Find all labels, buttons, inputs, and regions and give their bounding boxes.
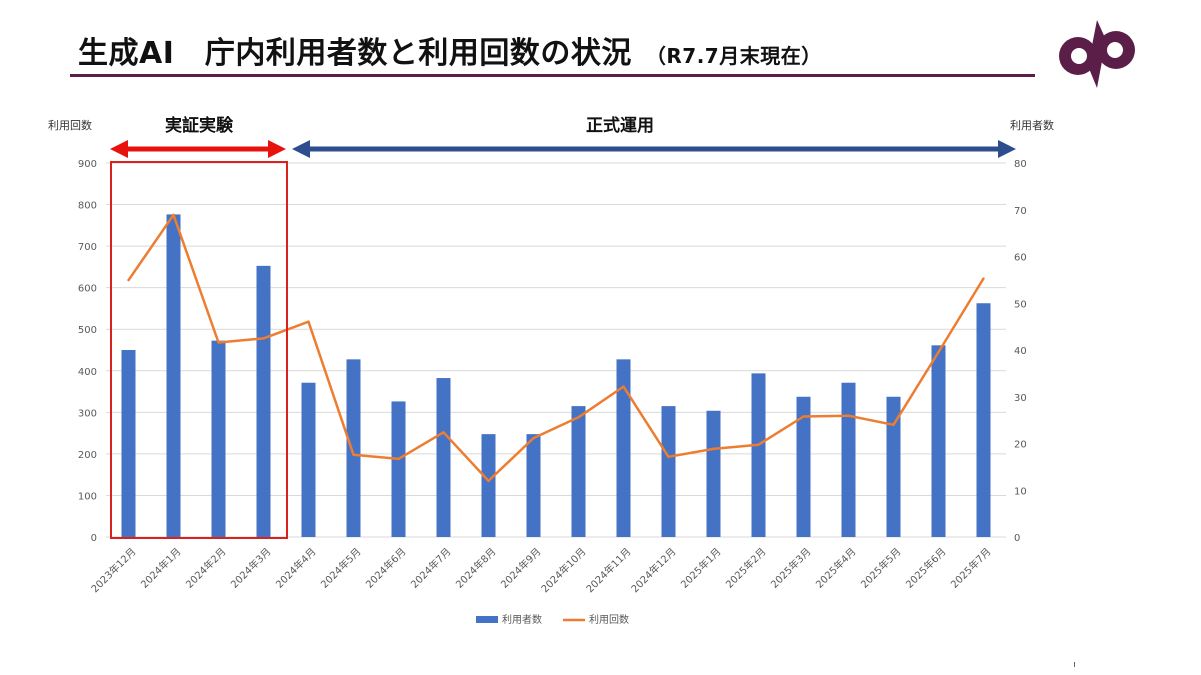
x-axis-tick-label: 2025年2月 xyxy=(723,545,769,591)
left-axis-tick-label: 300 xyxy=(78,408,97,419)
line-point-sessions xyxy=(847,414,850,417)
line-point-sessions xyxy=(577,416,580,419)
bar-users xyxy=(616,359,631,537)
x-axis-tick-label: 2025年4月 xyxy=(813,545,859,591)
left-axis-tick-label: 200 xyxy=(78,450,97,461)
bar-users xyxy=(346,359,361,537)
x-axis-tick-label: 2024年9月 xyxy=(498,545,544,591)
left-axis-tick-label: 0 xyxy=(91,533,97,544)
pilot-phase-label: 実証実験 xyxy=(165,115,234,136)
x-axis-tick-label: 2025年6月 xyxy=(903,545,949,591)
legend-swatch-users xyxy=(476,616,498,623)
right-axis-tick-label: 20 xyxy=(1014,440,1027,451)
right-axis-tick-label: 40 xyxy=(1014,346,1027,357)
x-axis-tick-label: 2024年10月 xyxy=(538,545,588,595)
line-point-sessions xyxy=(892,423,895,426)
line-point-sessions xyxy=(667,455,670,458)
line-point-sessions xyxy=(802,415,805,418)
line-point-sessions xyxy=(622,385,625,388)
right-axis-tick-label: 0 xyxy=(1014,533,1020,544)
x-axis-tick-label: 2024年5月 xyxy=(318,545,364,591)
x-axis-tick-label: 2025年7月 xyxy=(948,545,994,591)
right-axis-tick-label: 80 xyxy=(1014,159,1027,170)
city-emblem-icon xyxy=(1059,20,1135,88)
line-point-sessions xyxy=(487,479,490,483)
title-date-note: （R7.7月末現在） xyxy=(645,44,822,68)
left-axis-tick-label: 600 xyxy=(78,284,97,295)
left-axis-tick-label: 800 xyxy=(78,201,97,212)
right-axis-tick-label: 10 xyxy=(1014,486,1027,497)
left-axis-label: 利用回数 xyxy=(48,119,92,132)
bar-users xyxy=(841,382,856,537)
production-arrow-left-head xyxy=(292,140,310,158)
bar-users xyxy=(121,350,136,537)
legend-label-users: 利用者数 xyxy=(502,613,542,626)
x-axis-tick-label: 2024年2月 xyxy=(183,545,229,591)
x-axis-tick-label: 2024年11月 xyxy=(583,545,633,595)
x-axis-tick-label: 2024年12月 xyxy=(628,545,678,595)
bar-users xyxy=(481,434,496,537)
right-axis-tick-label: 60 xyxy=(1014,253,1027,264)
production-phase-label: 正式運用 xyxy=(586,115,654,136)
bar-users xyxy=(706,410,721,537)
title-text: 生成AI 庁内利用者数と利用回数の状況 xyxy=(78,36,632,71)
line-point-sessions xyxy=(172,213,175,217)
line-point-sessions xyxy=(937,350,940,354)
line-point-sessions xyxy=(532,436,535,440)
page-title: 生成AI 庁内利用者数と利用回数の状況 （R7.7月末現在） xyxy=(78,28,822,72)
line-sessions xyxy=(127,213,985,483)
line-point-sessions xyxy=(442,431,445,434)
legend-label-sessions: 利用回数 xyxy=(589,613,629,626)
pilot-arrow-right-head xyxy=(268,140,286,158)
line-point-sessions xyxy=(307,320,310,323)
line-point-sessions xyxy=(712,447,715,451)
bar-users xyxy=(751,373,766,537)
x-axis-tick-label: 2024年4月 xyxy=(273,545,319,591)
bar-users xyxy=(166,214,181,538)
left-axis-tick-label: 100 xyxy=(78,491,97,502)
left-axis-tick-label: 500 xyxy=(78,325,97,336)
bar-users xyxy=(211,340,226,537)
pilot-period-box xyxy=(110,161,288,539)
line-point-sessions xyxy=(397,457,400,461)
pilot-arrow-left-head xyxy=(110,140,128,158)
right-axis-tick-label: 30 xyxy=(1014,393,1027,404)
x-axis-tick-label: 2024年7月 xyxy=(408,545,454,591)
line-point-sessions xyxy=(757,443,760,446)
bar-users xyxy=(526,434,541,537)
bar-users xyxy=(301,382,316,537)
bar-users xyxy=(976,303,991,537)
line-point-sessions xyxy=(262,337,265,340)
bar-users xyxy=(436,378,451,537)
bar-users xyxy=(886,396,901,537)
line-point-sessions xyxy=(217,341,220,344)
x-axis-tick-label: 2024年3月 xyxy=(228,545,274,591)
line-point-sessions xyxy=(127,278,130,282)
left-axis-tick-label: 700 xyxy=(78,242,97,253)
x-axis-tick-label: 2024年8月 xyxy=(453,545,499,591)
bar-users xyxy=(796,396,811,537)
slide-mark xyxy=(1074,662,1075,667)
line-point-sessions xyxy=(352,453,355,456)
bar-users xyxy=(571,406,586,537)
right-axis-label: 利用者数 xyxy=(1010,119,1054,132)
x-axis-tick-label: 2024年1月 xyxy=(138,545,184,591)
bar-users xyxy=(661,406,676,537)
right-axis-tick-label: 50 xyxy=(1014,299,1027,310)
right-axis-tick-label: 70 xyxy=(1014,206,1027,217)
bar-users xyxy=(931,345,946,537)
x-axis-tick-label: 2024年6月 xyxy=(363,545,409,591)
left-axis-tick-label: 400 xyxy=(78,367,97,378)
production-arrow-right-head xyxy=(998,140,1016,158)
bar-users xyxy=(391,401,406,537)
title-underline xyxy=(70,74,1035,77)
x-axis-tick-label: 2025年5月 xyxy=(858,545,904,591)
bar-users xyxy=(256,265,271,537)
x-axis-tick-label: 2023年12月 xyxy=(88,545,138,595)
line-point-sessions xyxy=(982,277,985,280)
left-axis-tick-label: 900 xyxy=(78,159,97,170)
x-axis-tick-label: 2025年3月 xyxy=(768,545,814,591)
x-axis-tick-label: 2025年1月 xyxy=(678,545,724,591)
